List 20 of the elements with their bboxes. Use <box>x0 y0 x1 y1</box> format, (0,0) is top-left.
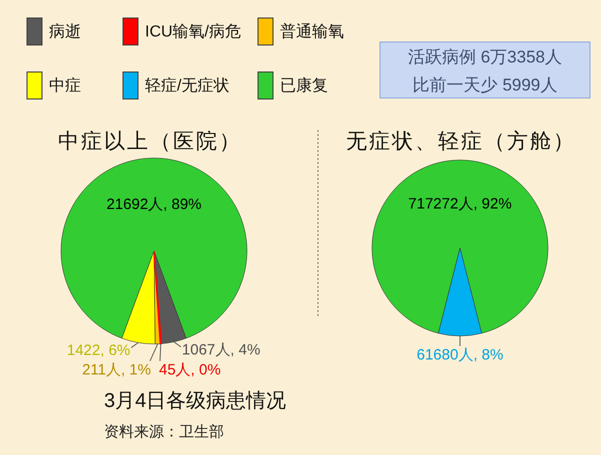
text: 3月4日各级病患情况 <box>104 390 286 412</box>
legend-label: 中症 <box>49 76 81 94</box>
data-label: 1067人, 4% <box>182 341 260 358</box>
data-label: 61680人, 8% <box>416 346 504 364</box>
data-label: 21692人, 89% <box>106 196 202 213</box>
legend-label: 病逝 <box>49 22 81 40</box>
data-label: 717272人, 92% <box>408 196 512 212</box>
legend-label: ICU输氧/病危 <box>145 22 241 40</box>
text: 活跃病例 6万3358人 <box>408 48 562 66</box>
legend-label: 普通输氧 <box>280 22 344 40</box>
data-label: 45人, 0% <box>159 362 221 378</box>
text: 中症以上（医院） <box>58 129 242 153</box>
data-label: 1422, 6% <box>66 342 130 360</box>
text: 资料来源：卫生部 <box>104 424 224 440</box>
text: 比前一天少 5999人 <box>412 76 558 94</box>
pie-slice <box>372 160 548 334</box>
legend-label: 已康复 <box>280 76 328 94</box>
legend-label: 轻症/无症状 <box>145 76 230 94</box>
text: 无症状、轻症（方舱） <box>346 129 576 153</box>
data-label: 211人, 1% <box>82 362 151 378</box>
